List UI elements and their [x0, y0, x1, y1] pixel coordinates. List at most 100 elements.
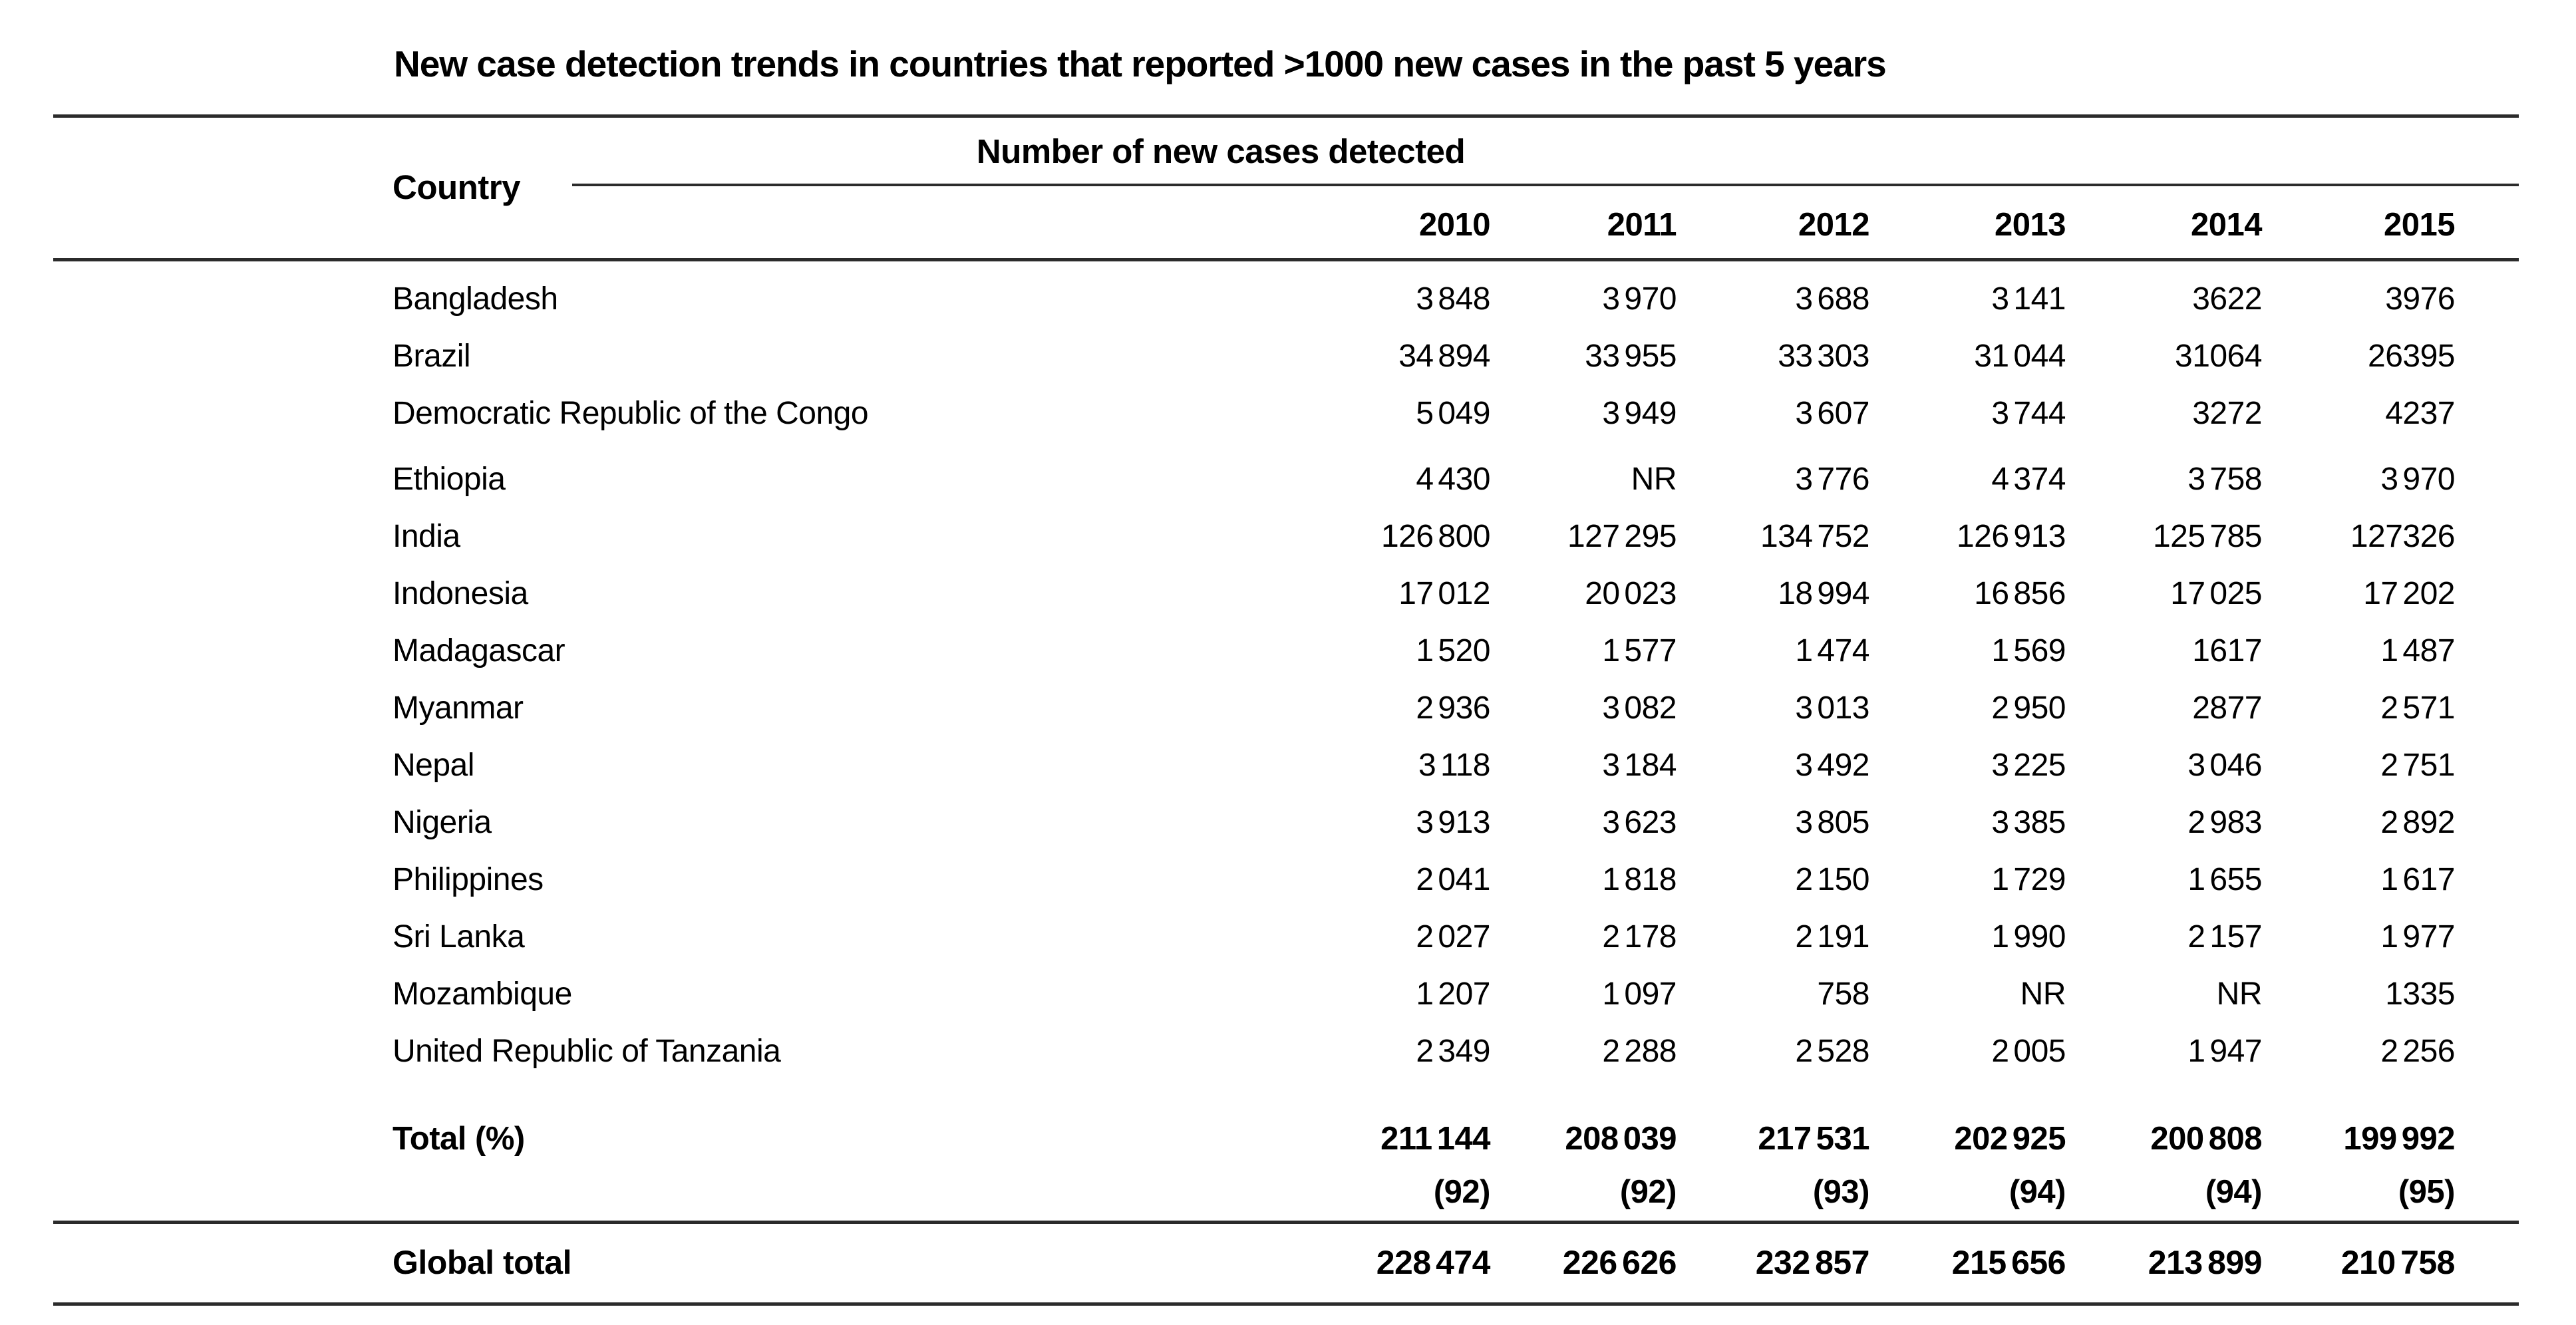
total-label: Total (%): [393, 1121, 525, 1157]
country-cell: Philippines: [393, 861, 544, 897]
value-cell-2013: 31 044: [1974, 338, 2066, 374]
country-cell: Mozambique: [393, 976, 572, 1012]
value-cell-2010: 2 349: [1416, 1033, 1490, 1069]
value-cell-2015: 3 970: [2380, 461, 2455, 497]
value-cell-2014: 125 785: [2152, 518, 2263, 554]
global-2015: 210 758: [2340, 1244, 2456, 1281]
global-total-row: Global total 228 474 226 626 232 857 215…: [53, 1223, 2519, 1302]
value-cell-2013: 3 744: [1991, 395, 2066, 431]
value-cell-2014: 3 046: [2187, 747, 2262, 783]
value-cell-2012: 3 776: [1795, 461, 1869, 497]
country-cell: Myanmar: [393, 690, 524, 726]
value-cell-2011: 2 288: [1602, 1033, 1677, 1069]
table-row: Brazil 34 894 33 955 33 303 31 044 31064…: [53, 327, 2519, 384]
value-cell-2010: 34 894: [1398, 338, 1490, 374]
value-cell-2014: NR: [2216, 976, 2263, 1012]
total-percent-row: (92) (92) (93) (94) (94) (95): [53, 1167, 2519, 1217]
table-row: Bangladesh 3 848 3 970 3 688 3 141 3622 …: [53, 270, 2519, 327]
value-cell-2010: 126 800: [1380, 518, 1491, 554]
total-2012: 217 531: [1758, 1121, 1869, 1157]
value-cell-2013: 1 569: [1991, 633, 2066, 668]
value-cell-2012: 134 752: [1760, 518, 1870, 554]
value-cell-2014: 3 758: [2187, 461, 2262, 497]
country-cell: Madagascar: [393, 633, 565, 668]
total-2011: 208 039: [1565, 1121, 1677, 1157]
country-cell: India: [393, 518, 460, 554]
value-cell-2010: 3 848: [1416, 281, 1490, 317]
value-cell-2012: 2 528: [1795, 1033, 1869, 1069]
global-total-top-rule: [53, 1221, 2519, 1224]
year-header-2010: 2010: [1418, 207, 1491, 243]
country-cell: United Republic of Tanzania: [393, 1033, 781, 1069]
value-cell-2015: 127326: [2350, 518, 2456, 554]
value-cell-2014: 2 983: [2187, 804, 2262, 840]
value-cell-2010: 4 430: [1416, 461, 1490, 497]
country-cell: Sri Lanka: [393, 919, 525, 955]
value-cell-2012: 1 474: [1795, 633, 1869, 668]
global-2013: 215 656: [1951, 1244, 2066, 1281]
value-cell-2015: 1335: [2385, 976, 2455, 1012]
value-cell-2010: 2 936: [1416, 690, 1490, 726]
value-cell-2010: 3 118: [1418, 747, 1491, 783]
value-cell-2014: 17 025: [2170, 575, 2262, 611]
cases-group-header: Number of new cases detected: [976, 132, 1466, 170]
value-cell-2011: 1 818: [1602, 861, 1677, 897]
table-row: Indonesia 17 012 20 023 18 994 16 856 17…: [53, 565, 2519, 622]
country-cell: Democratic Republic of the Congo: [393, 395, 869, 431]
bottom-rule: [53, 1302, 2519, 1306]
value-cell-2011: 20 023: [1585, 575, 1677, 611]
year-header-2013: 2013: [1994, 207, 2066, 243]
value-cell-2011: 3 949: [1602, 395, 1677, 431]
header-sub-rule: [572, 184, 2519, 186]
country-cell: Bangladesh: [393, 281, 558, 317]
year-header-row: 2010 2011 2012 2013 2014 2015: [53, 192, 2519, 258]
value-cell-2013: 2 005: [1991, 1033, 2066, 1069]
value-cell-2015: 26395: [2368, 338, 2455, 374]
value-cell-2015: 2 571: [2380, 690, 2455, 726]
value-cell-2013: 1 729: [1991, 861, 2066, 897]
country-rows: Bangladesh 3 848 3 970 3 688 3 141 3622 …: [53, 270, 2519, 1080]
table-row: India 126 800 127 295 134 752 126 913 12…: [53, 508, 2519, 565]
value-cell-2015: 17 202: [2363, 575, 2455, 611]
value-cell-2011: 3 623: [1602, 804, 1677, 840]
value-cell-2015: 4237: [2385, 395, 2455, 431]
value-cell-2013: 3 385: [1991, 804, 2066, 840]
global-2012: 232 857: [1755, 1244, 1870, 1281]
table-row: Nigeria 3 913 3 623 3 805 3 385 2 983 2 …: [53, 794, 2519, 851]
global-2011: 226 626: [1562, 1244, 1677, 1281]
value-cell-2015: 1 617: [2380, 861, 2455, 897]
value-cell-2014: 2 157: [2187, 919, 2262, 955]
value-cell-2014: 2877: [2192, 690, 2262, 726]
value-cell-2012: 3 805: [1795, 804, 1869, 840]
total-row: Total (%) 211 144 208 039 217 531 202 92…: [53, 1110, 2519, 1167]
total-2015: 199 992: [2343, 1121, 2455, 1157]
country-cell: Indonesia: [393, 575, 528, 611]
top-rule: [53, 114, 2519, 118]
value-cell-2011: 1 097: [1602, 976, 1677, 1012]
table-body: Bangladesh 3 848 3 970 3 688 3 141 3622 …: [53, 270, 2519, 1217]
header-bottom-rule: [53, 258, 2519, 261]
value-cell-2012: 3 013: [1795, 690, 1869, 726]
value-cell-2014: 1 947: [2187, 1033, 2262, 1069]
value-cell-2010: 1 207: [1416, 976, 1490, 1012]
value-cell-2012: 3 607: [1795, 395, 1869, 431]
value-cell-2015: 2 892: [2380, 804, 2455, 840]
country-cell: Nepal: [393, 747, 474, 783]
table-row: Ethiopia 4 430 NR 3 776 4 374 3 758 3 97…: [53, 450, 2519, 508]
value-cell-2012: 758: [1817, 976, 1869, 1012]
total-2014: 200 808: [2150, 1121, 2262, 1157]
table-row: Philippines 2 041 1 818 2 150 1 729 1 65…: [53, 851, 2519, 908]
value-cell-2011: 1 577: [1602, 633, 1677, 668]
global-2010: 228 474: [1376, 1244, 1491, 1281]
table-row: Mozambique 1 207 1 097 758 NR NR 1335: [53, 965, 2519, 1022]
value-cell-2014: 1617: [2192, 633, 2262, 668]
value-cell-2012: 2 191: [1795, 919, 1869, 955]
value-cell-2013: NR: [2020, 976, 2066, 1012]
value-cell-2015: 1 977: [2380, 919, 2455, 955]
year-header-2014: 2014: [2190, 207, 2263, 243]
value-cell-2010: 3 913: [1416, 804, 1490, 840]
country-cell: Ethiopia: [393, 461, 506, 497]
value-cell-2010: 17 012: [1398, 575, 1490, 611]
year-header-2011: 2011: [1607, 207, 1677, 243]
